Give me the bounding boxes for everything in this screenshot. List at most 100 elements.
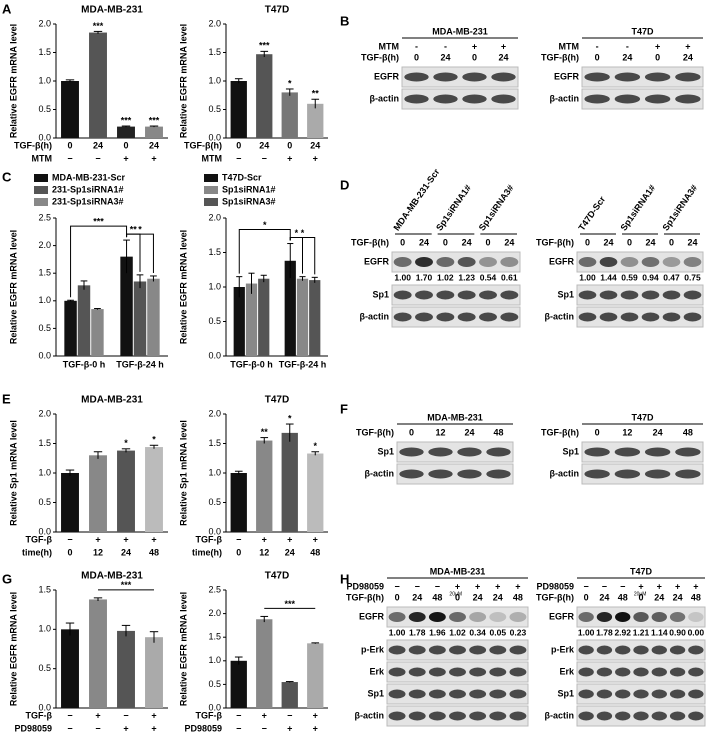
band (509, 612, 527, 622)
significance: * (288, 413, 292, 423)
bar (117, 630, 135, 708)
y-tick-label: 0.0 (208, 526, 221, 536)
blot-strip (581, 66, 704, 88)
y-tick-label: 2.5 (38, 212, 51, 222)
band (428, 447, 453, 457)
band (596, 612, 613, 622)
panel-letter: A (2, 1, 12, 16)
bracket (289, 237, 316, 275)
x-row-label: TGF-β (26, 534, 53, 544)
blot-strip (396, 441, 514, 463)
band (428, 711, 446, 721)
condition-value: 12 (435, 427, 445, 437)
band-label: p-Erk (551, 644, 575, 654)
band (596, 711, 613, 721)
significance: *** (259, 41, 270, 51)
panel-letter: F (340, 401, 348, 416)
condition-value: + (638, 581, 643, 591)
condition-value: 0 (409, 427, 414, 437)
band-quant: 1.78 (409, 627, 426, 637)
band (388, 667, 406, 677)
band (662, 257, 681, 267)
condition-label: MTM (559, 41, 580, 51)
band (462, 72, 487, 82)
condition-value: 0 (595, 427, 600, 437)
condition-value: + (685, 41, 690, 51)
band-quant: 1.78 (596, 627, 613, 637)
x-row-value: 48 (149, 547, 159, 557)
band (614, 447, 641, 457)
band (688, 667, 704, 677)
condition-value: - (415, 41, 418, 51)
bar (256, 619, 273, 708)
x-row-value: + (313, 710, 318, 720)
condition-value: 24 (412, 592, 422, 602)
band (584, 469, 610, 479)
band-label: Erk (559, 666, 575, 676)
bar (281, 432, 298, 532)
y-axis-label: Relative EGFR mRNA level (178, 592, 188, 706)
blot-strip (581, 88, 704, 110)
band (489, 689, 507, 699)
x-tick-label: TGF-β-0 h (230, 359, 273, 369)
significance: *** (93, 216, 104, 226)
band-label: EGFR (364, 256, 390, 266)
band (669, 667, 686, 677)
band (408, 612, 426, 622)
bar (281, 682, 298, 708)
bracket (126, 233, 154, 273)
condition-value: − (394, 581, 399, 591)
band (669, 711, 686, 721)
band (428, 667, 446, 677)
condition-value: 0 (595, 52, 600, 62)
band-quant: 0.23 (510, 627, 527, 637)
band-label: EGFR (549, 256, 575, 266)
blot-title: MDA-MB-231 (432, 26, 488, 36)
y-tick-label: 2.0 (38, 408, 51, 418)
y-tick-label: 2.0 (208, 212, 221, 222)
x-row-value: − (236, 534, 241, 544)
x-row-value: + (95, 534, 100, 544)
blot-title: T47D (631, 26, 654, 36)
band (408, 711, 426, 721)
x-row-value: + (151, 534, 156, 544)
legend-swatch (204, 198, 218, 206)
y-tick-label: 0.0 (38, 526, 51, 536)
band (644, 72, 671, 82)
x-row-label: MTM (202, 153, 223, 163)
blot-title: T47D (631, 412, 654, 422)
condition-value: + (475, 581, 480, 591)
y-tick-label: 0.5 (38, 104, 51, 114)
significance: *** (284, 599, 295, 609)
blot-strip (391, 306, 521, 328)
y-tick-label: 1.5 (208, 632, 221, 642)
band-quant: 1.00 (579, 272, 596, 282)
condition-value: 48 (618, 592, 628, 602)
x-row-label: TGF-β (196, 534, 223, 544)
band-label: Sp1 (557, 289, 574, 299)
band (428, 645, 446, 655)
band (509, 645, 527, 655)
significance: * (288, 78, 292, 88)
band (683, 312, 702, 322)
y-axis-label: Relative EGFR mRNA level (178, 230, 188, 344)
x-row-value: − (262, 723, 267, 733)
x-row-value: 48 (310, 547, 320, 557)
x-row-value: + (313, 534, 318, 544)
bar (61, 629, 79, 708)
band-quant: 1.44 (600, 272, 617, 282)
band (404, 94, 429, 104)
x-row-value: 24 (259, 140, 269, 150)
bar (307, 643, 324, 708)
band (449, 645, 466, 655)
y-tick-label: 1.0 (38, 75, 51, 85)
y-tick-label: 2.0 (208, 18, 221, 28)
condition-value: 24 (464, 427, 474, 437)
band (509, 689, 527, 699)
band-quant: 1.23 (458, 272, 475, 282)
y-tick-label: 0.5 (208, 497, 221, 507)
condition-value: 0 (584, 592, 589, 602)
x-row-value: 12 (93, 547, 103, 557)
bar (117, 126, 135, 138)
condition-value: 0 (585, 237, 590, 247)
